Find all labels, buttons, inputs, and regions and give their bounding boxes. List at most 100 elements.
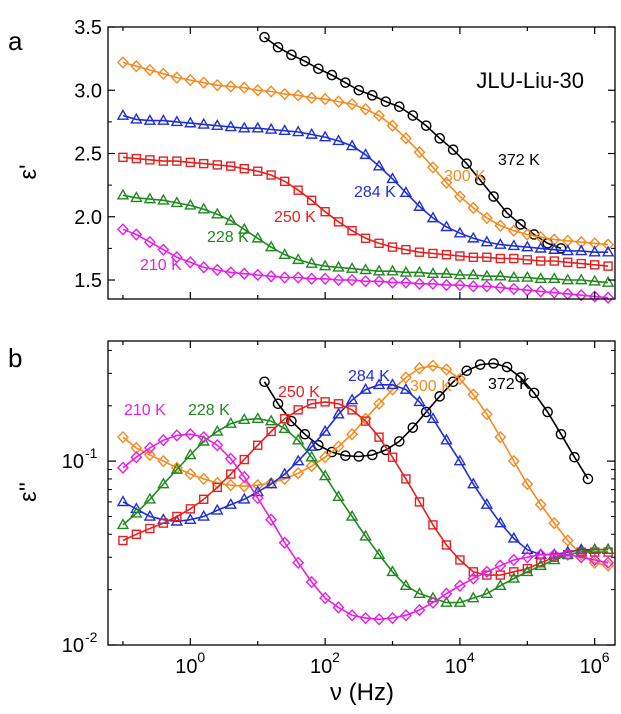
panel-a-point-250k	[239, 163, 249, 174]
panel-a-point-300k	[305, 91, 318, 105]
panel-a-point-250k	[522, 255, 533, 265]
panel-a-point-250k	[590, 260, 600, 270]
panel-b-point-250k	[185, 504, 196, 514]
panel-b-ytick-exponent: -2	[85, 629, 98, 645]
panel-a-point-228k	[507, 270, 521, 282]
panel-a-point-250k	[441, 250, 452, 260]
panel-b-point-210k	[265, 513, 278, 526]
panel-a-point-250k	[145, 155, 155, 165]
panel-b-point-284k	[359, 382, 372, 394]
panel-b-point-210k	[346, 609, 359, 622]
panel-a-point-284k	[561, 244, 574, 256]
panel-a-point-284k	[588, 245, 601, 257]
panel-b-point-228k	[588, 543, 601, 554]
panel-b-fit-line-250k	[122, 401, 609, 576]
panel-a-point-372k	[259, 31, 270, 43]
panel-a-point-210k	[265, 270, 278, 283]
panel-a-point-250k	[279, 176, 290, 187]
panel-b-point-250k	[131, 529, 142, 539]
panel-a-point-250k	[428, 248, 438, 259]
panel-a-point-250k	[333, 217, 344, 227]
panel-b-ticks: 10 -110 -210 0 10 2 10 4 10 6	[62, 341, 615, 678]
panel-a-point-210k	[507, 282, 520, 296]
panel-a-point-210k	[534, 285, 547, 298]
panel-a-point-250k	[306, 195, 317, 206]
panel-b-point-210k	[561, 548, 574, 561]
panel-a-point-228k	[157, 193, 170, 205]
panel-b-point-228k	[507, 571, 521, 583]
panel-a-point-210k	[602, 291, 615, 304]
panel-a-point-284k	[534, 241, 547, 253]
panel-b-point-284k	[521, 543, 534, 554]
panel-b-point-250k	[333, 399, 344, 409]
panel-b-fit-line-228k	[122, 417, 609, 604]
panel-a-point-228k	[251, 231, 264, 243]
panel-b-point-228k	[157, 477, 170, 489]
panel-b-point-228k	[318, 469, 332, 481]
panel-b-point-372k	[461, 365, 472, 377]
panel-b-point-210k	[332, 601, 345, 614]
panel-b-point-210k	[521, 551, 534, 564]
panel-b-point-284k	[211, 503, 224, 515]
panel-b-point-210k	[588, 553, 601, 567]
panel-a-fit-line-210k	[122, 228, 609, 299]
panel-b-point-250k	[212, 482, 222, 493]
panel-b-point-228k	[548, 553, 561, 565]
panel-a-point-210k	[143, 235, 156, 249]
panel-b-point-284k	[224, 498, 237, 509]
panel-b-point-372k	[515, 372, 526, 383]
panel-a-point-250k	[495, 253, 506, 264]
panel-b-point-250k	[468, 567, 479, 577]
panel-b-point-300k	[534, 498, 547, 511]
panel-b-point-210k	[467, 572, 480, 585]
panel-a-ytick-label: 1.5	[74, 270, 102, 292]
panel-b-point-228k	[426, 591, 440, 603]
panel-b-point-250k	[428, 520, 438, 530]
panel-a-point-300k	[373, 109, 386, 122]
panel-a-point-284k	[548, 243, 561, 254]
panel-a-point-228k	[440, 267, 453, 278]
panel-a-permittivity-real: 372 K 300 K 284 K 250 K 228 K 210 K 1.5 2.0 2.5…	[15, 17, 616, 304]
panel-b-point-228k	[224, 416, 237, 428]
panel-a-point-300k	[440, 176, 453, 189]
panel-a-point-228k	[345, 262, 359, 273]
panel-a-point-250k	[320, 207, 330, 217]
panel-b-point-228k	[130, 506, 143, 518]
panel-a-point-228k	[238, 222, 251, 234]
panel-a-point-228k	[548, 272, 561, 284]
panel-b-point-372k	[299, 428, 311, 440]
panel-b-point-284k	[238, 492, 251, 504]
panel-b-point-250k	[549, 552, 559, 562]
panel-a-fit-line-250k	[122, 156, 609, 267]
panel-b-point-250k	[374, 432, 384, 442]
panel-b-point-372k	[353, 451, 365, 462]
panel-a-point-210k	[467, 280, 480, 293]
panel-a-point-210k	[319, 272, 332, 285]
panel-label-b: b	[8, 343, 22, 373]
panel-a-point-300k	[480, 211, 493, 225]
panel-a-fit-line-284k	[122, 114, 609, 253]
panel-a-label-372k: 372 K	[498, 152, 540, 169]
panel-a-point-284k	[413, 200, 426, 211]
panel-b-point-228k	[143, 492, 157, 504]
panel-b-point-284k	[184, 513, 197, 525]
panel-b-point-250k	[306, 399, 317, 409]
panel-a-point-284k	[184, 116, 197, 128]
panel-b-point-250k	[253, 440, 263, 450]
panel-b-point-210k	[292, 556, 305, 569]
panel-a-point-250k	[293, 185, 303, 195]
panel-a-point-250k	[455, 251, 465, 261]
panel-a-frame	[107, 26, 616, 300]
panel-b-point-210k	[278, 536, 291, 549]
panel-a-point-210k	[184, 256, 197, 269]
panel-a-point-300k	[426, 161, 439, 174]
panel-a-label-300k: 300 K	[444, 168, 486, 185]
panel-b-point-300k	[440, 363, 453, 376]
panel-a-point-228k	[278, 248, 291, 260]
panel-a-point-250k	[172, 156, 182, 166]
panel-a-point-210k	[292, 271, 305, 284]
panel-b-xtick-label: 10	[310, 656, 332, 678]
panel-a-point-300k	[575, 235, 588, 249]
panel-b-point-228k	[494, 579, 507, 591]
